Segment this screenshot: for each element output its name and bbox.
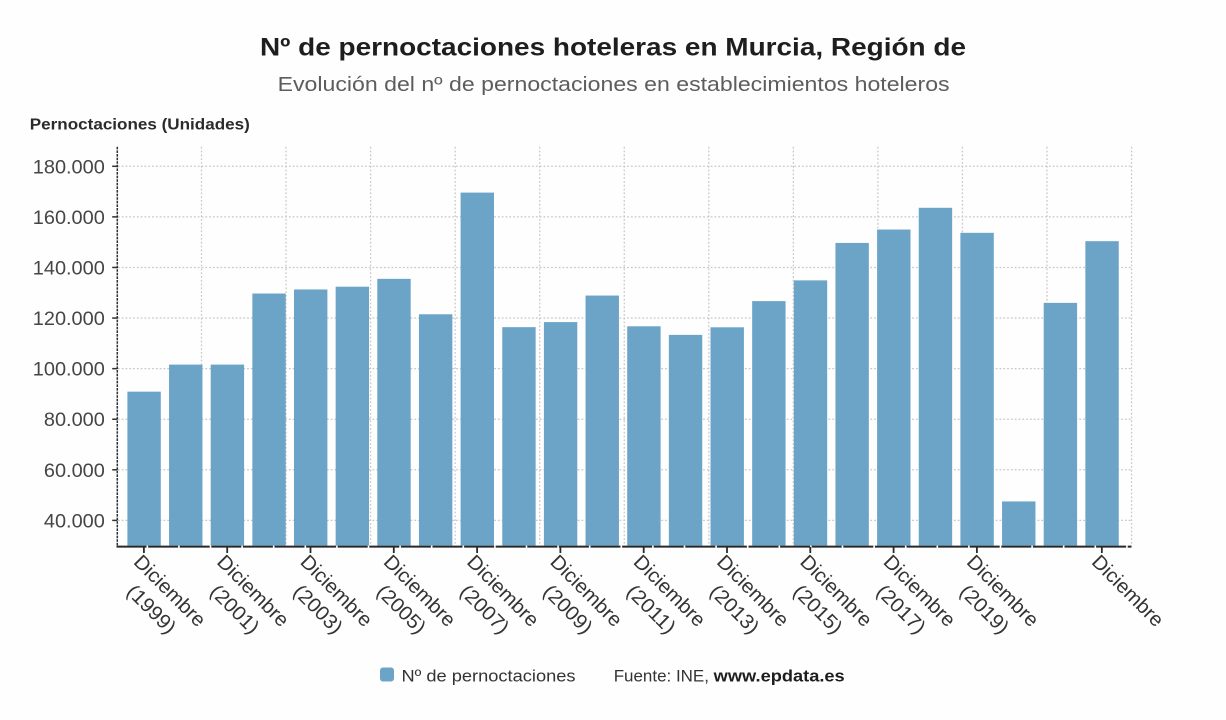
svg-text:180.000: 180.000	[33, 157, 105, 178]
svg-text:Fuente: INE,: Fuente: INE,	[614, 667, 714, 686]
svg-text:www.epdata.es: www.epdata.es	[713, 667, 845, 686]
svg-text:80.000: 80.000	[44, 410, 105, 431]
svg-text:120.000: 120.000	[33, 309, 105, 330]
svg-text:Nº de pernoctaciones: Nº de pernoctaciones	[402, 667, 576, 686]
svg-text:160.000: 160.000	[33, 208, 105, 229]
svg-text:40.000: 40.000	[44, 511, 105, 532]
svg-text:Pernoctaciones (Unidades): Pernoctaciones (Unidades)	[30, 117, 250, 134]
svg-text:Evolución del nº de pernoctaci: Evolución del nº de pernoctaciones en es…	[278, 74, 950, 96]
svg-text:100.000: 100.000	[33, 360, 105, 381]
svg-text:60.000: 60.000	[44, 461, 105, 482]
svg-text:140.000: 140.000	[33, 258, 105, 279]
svg-text:Nº de pernoctaciones hoteleras: Nº de pernoctaciones hoteleras en Murcia…	[260, 34, 966, 62]
